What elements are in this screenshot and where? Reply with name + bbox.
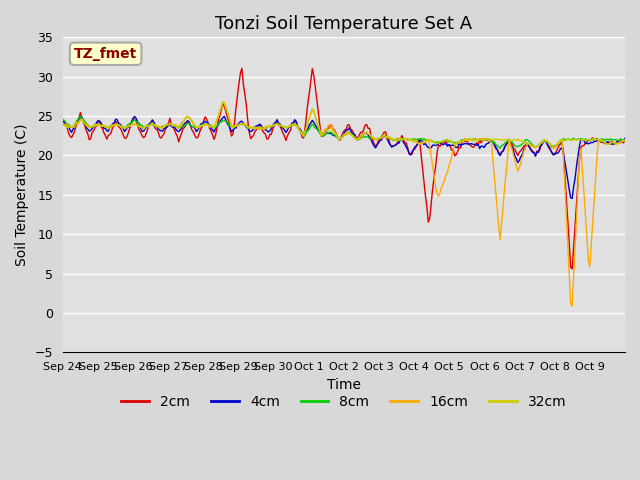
Title: Tonzi Soil Temperature Set A: Tonzi Soil Temperature Set A <box>215 15 472 33</box>
16cm <box>59 121 67 127</box>
8cm <box>461 136 469 142</box>
8cm <box>620 137 627 143</box>
Line: 8cm: 8cm <box>63 116 625 148</box>
2cm <box>620 140 627 146</box>
32cm <box>621 137 629 143</box>
32cm <box>349 133 357 139</box>
4cm <box>220 113 228 119</box>
16cm <box>568 303 576 309</box>
16cm <box>620 138 627 144</box>
8cm <box>77 113 84 119</box>
8cm <box>79 117 87 122</box>
8cm <box>97 123 105 129</box>
16cm <box>621 138 629 144</box>
8cm <box>547 141 554 147</box>
2cm <box>349 130 357 136</box>
4cm <box>95 118 103 124</box>
2cm <box>78 115 86 121</box>
16cm <box>78 116 86 122</box>
32cm <box>620 138 627 144</box>
4cm <box>620 137 627 143</box>
16cm <box>349 134 357 140</box>
32cm <box>461 137 469 143</box>
X-axis label: Time: Time <box>327 377 361 392</box>
32cm <box>219 99 227 105</box>
Line: 4cm: 4cm <box>63 116 625 199</box>
32cm <box>95 122 103 128</box>
Line: 16cm: 16cm <box>63 102 625 306</box>
4cm <box>78 114 86 120</box>
32cm <box>545 140 552 145</box>
16cm <box>545 141 552 146</box>
32cm <box>78 118 86 123</box>
4cm <box>349 131 357 137</box>
Text: TZ_fmet: TZ_fmet <box>74 47 137 61</box>
8cm <box>59 118 67 123</box>
2cm <box>238 65 246 71</box>
8cm <box>349 134 357 140</box>
4cm <box>621 135 629 141</box>
2cm <box>621 137 629 143</box>
4cm <box>59 118 67 123</box>
Line: 32cm: 32cm <box>63 102 625 148</box>
2cm <box>545 145 552 151</box>
4cm <box>568 196 576 202</box>
2cm <box>568 266 576 272</box>
32cm <box>549 145 557 151</box>
32cm <box>59 121 67 127</box>
4cm <box>545 143 552 149</box>
Y-axis label: Soil Temperature (C): Soil Temperature (C) <box>15 123 29 266</box>
2cm <box>95 119 103 125</box>
8cm <box>621 138 629 144</box>
2cm <box>461 139 469 144</box>
2cm <box>59 117 67 122</box>
16cm <box>461 135 469 141</box>
Legend: 2cm, 4cm, 8cm, 16cm, 32cm: 2cm, 4cm, 8cm, 16cm, 32cm <box>116 389 572 415</box>
4cm <box>461 141 469 146</box>
16cm <box>95 121 103 127</box>
16cm <box>219 99 227 105</box>
8cm <box>497 145 504 151</box>
Line: 2cm: 2cm <box>63 68 625 269</box>
